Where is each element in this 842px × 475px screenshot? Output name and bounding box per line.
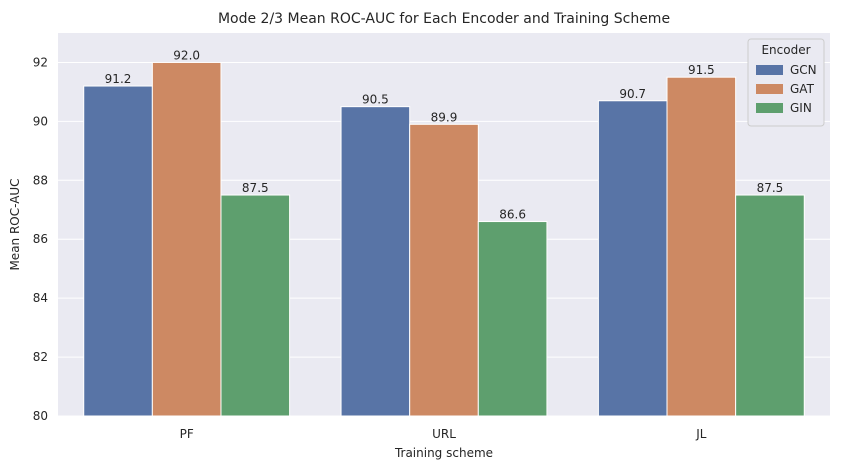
y-tick-label: 90 (33, 114, 48, 128)
bar-value-label: 92.0 (173, 48, 200, 62)
legend-label-gin: GIN (790, 101, 812, 115)
x-axis-label: Training scheme (394, 446, 493, 460)
legend-label-gat: GAT (790, 82, 815, 96)
y-tick-label: 88 (33, 173, 48, 187)
chart-title: Mode 2/3 Mean ROC-AUC for Each Encoder a… (218, 11, 670, 27)
bars (83, 61, 805, 417)
legend-swatch-gat (756, 84, 783, 94)
legend-title: Encoder (761, 43, 810, 57)
y-tick-label: 92 (33, 55, 48, 69)
y-tick-label: 80 (33, 409, 48, 423)
legend-items: GCN GAT GIN (756, 63, 817, 115)
bar-gcn-url (340, 106, 411, 417)
y-axis-label: Mean ROC-AUC (8, 178, 22, 270)
bar-gat-pf (151, 61, 222, 417)
bar-gat-jl (666, 76, 737, 417)
bar-gcn-jl (597, 100, 668, 417)
y-tick-label: 86 (33, 232, 48, 246)
bar-value-label: 86.6 (499, 208, 526, 222)
legend-swatch-gcn (756, 65, 783, 75)
y-axis-ticks: 80 82 84 86 88 90 92 (33, 55, 48, 423)
bar-gin-pf (220, 194, 291, 417)
x-tick-label: URL (432, 427, 456, 441)
x-tick-label: JL (695, 427, 707, 441)
legend: Encoder GCN GAT GIN (747, 38, 825, 127)
x-axis-ticks: PF URL JL (180, 427, 707, 441)
bar-value-label: 91.2 (105, 72, 132, 86)
bar-gin-jl (735, 194, 805, 417)
bar-gin-url (477, 221, 548, 417)
legend-label-gcn: GCN (790, 63, 817, 77)
bar-value-label: 87.5 (757, 181, 784, 195)
x-tick-label: PF (180, 427, 194, 441)
bar-gat-url (409, 123, 479, 417)
bar-value-label: 91.5 (688, 63, 715, 77)
bar-value-label: 89.9 (431, 110, 458, 124)
y-tick-label: 82 (33, 350, 48, 364)
bar-value-label: 90.5 (362, 93, 389, 107)
legend-swatch-gin (756, 103, 783, 113)
bar-labels: 91.2 92.0 87.5 90.5 89.9 86.6 90.7 91.5 87.5 (105, 48, 784, 221)
y-tick-label: 84 (33, 291, 48, 305)
bar-gcn-pf (83, 85, 153, 417)
bar-value-label: 90.7 (619, 87, 646, 101)
bar-value-label: 87.5 (242, 181, 269, 195)
